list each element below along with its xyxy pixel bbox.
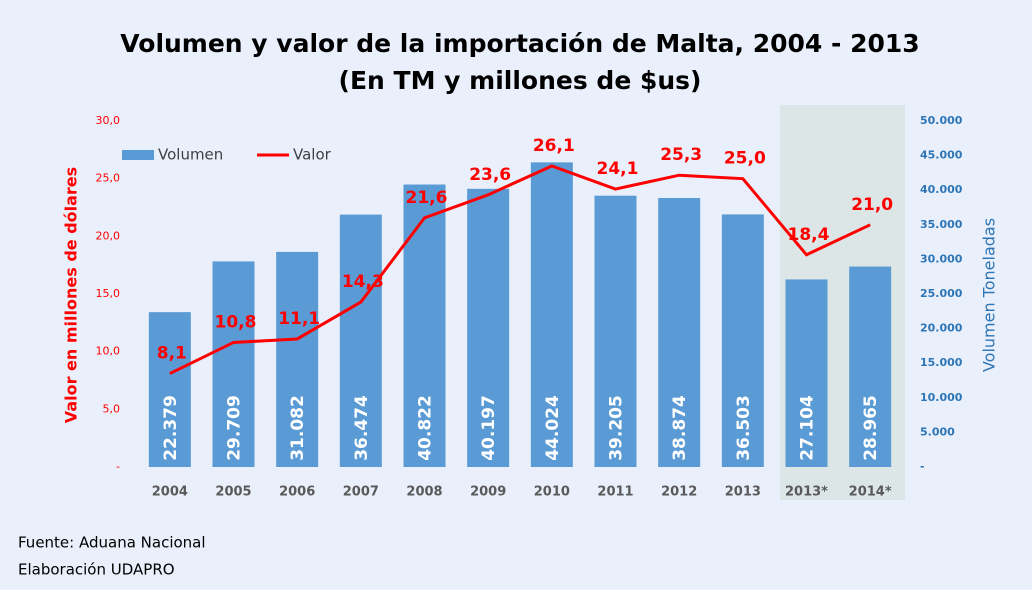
bar (849, 266, 892, 467)
x-tick-label: 2013 (725, 485, 761, 500)
bar (530, 162, 573, 467)
y-tick-label: 20,0 (96, 229, 121, 242)
line-value-label: 10,8 (215, 312, 257, 332)
line-value-label: 25,0 (724, 149, 766, 169)
chart-title: Volumen y valor de la importación de Mal… (120, 29, 919, 58)
y-tick-label: - (116, 460, 120, 473)
y2-tick-label: 20.000 (920, 322, 963, 335)
bar (148, 312, 191, 467)
y-axis-label: Valor en millones de dólares (62, 167, 81, 423)
line-value-label: 25,3 (660, 145, 702, 165)
x-tick-label: 2010 (534, 485, 570, 500)
x-tick-label: 2007 (343, 485, 379, 500)
bar-value-label: 40.822 (416, 395, 436, 461)
line-value-label: 21,0 (851, 195, 893, 215)
y2-tick-label: 25.000 (920, 287, 963, 300)
y2-tick-label: - (920, 460, 925, 473)
line-value-label: 24,1 (597, 159, 639, 179)
legend-swatch (122, 150, 154, 160)
x-tick-label: 2011 (597, 485, 633, 500)
x-tick-label: 2012 (661, 485, 697, 500)
y2-tick-label: 40.000 (920, 183, 963, 196)
chart-subtitle: (En TM y millones de $us) (339, 66, 702, 95)
y2-axis-label: Volumen Toneladas (980, 218, 999, 372)
bar-value-label: 38.874 (670, 395, 690, 461)
legend-label: Volumen (158, 146, 223, 164)
y2-tick-label: 50.000 (920, 114, 963, 127)
bar (403, 184, 446, 467)
x-tick-label: 2009 (470, 485, 506, 500)
y2-tick-label: 35.000 (920, 218, 963, 231)
y2-tick-label: 45.000 (920, 149, 963, 162)
bar-value-label: 39.205 (607, 395, 627, 461)
bar (721, 214, 764, 467)
x-tick-label: 2004 (152, 485, 188, 500)
line-value-label: 21,6 (406, 188, 448, 208)
x-tick-label: 2006 (279, 485, 315, 500)
y2-tick-label: 10.000 (920, 391, 963, 404)
y2-tick-label: 30.000 (920, 252, 963, 265)
bar (212, 261, 255, 467)
source-note: Elaboración UDAPRO (18, 561, 175, 579)
bar (467, 188, 510, 467)
bar-value-label: 31.082 (288, 395, 308, 461)
bar-value-label: 36.503 (734, 395, 754, 461)
x-tick-label: 2008 (406, 485, 442, 500)
x-tick-label: 2013* (785, 485, 828, 500)
line-value-label: 14,3 (342, 272, 384, 292)
bar (594, 195, 637, 467)
x-tick-label: 2014* (849, 485, 892, 500)
bar-value-label: 40.197 (479, 395, 499, 461)
bar (339, 214, 382, 467)
line-value-label: 26,1 (533, 136, 575, 156)
bar-value-label: 29.709 (225, 395, 245, 461)
y-tick-label: 15,0 (96, 287, 121, 300)
line (169, 164, 871, 375)
x-tick-label: 2005 (215, 485, 251, 500)
line-value-label: 8,1 (157, 344, 187, 364)
y2-tick-label: 5.000 (920, 425, 955, 438)
y-tick-label: 30,0 (96, 114, 121, 127)
bar-value-label: 27.104 (798, 395, 818, 461)
bar-value-label: 36.474 (352, 395, 372, 461)
bar-value-label: 22.379 (161, 395, 181, 461)
bar-value-label: 28.965 (861, 395, 881, 461)
legend-label: Valor (293, 146, 332, 164)
bar (785, 279, 828, 467)
line-value-label: 18,4 (788, 225, 830, 245)
bar (658, 197, 701, 467)
y-tick-label: 25,0 (96, 172, 121, 185)
y-tick-label: 10,0 (96, 345, 121, 358)
y-tick-label: 5,0 (103, 402, 121, 415)
bar-value-label: 44.024 (543, 395, 563, 461)
line-value-label: 11,1 (278, 309, 320, 329)
line-value-label: 23,6 (469, 165, 511, 185)
bar (276, 251, 319, 467)
source-note: Fuente: Aduana Nacional (18, 534, 206, 552)
y2-tick-label: 15.000 (920, 356, 963, 369)
